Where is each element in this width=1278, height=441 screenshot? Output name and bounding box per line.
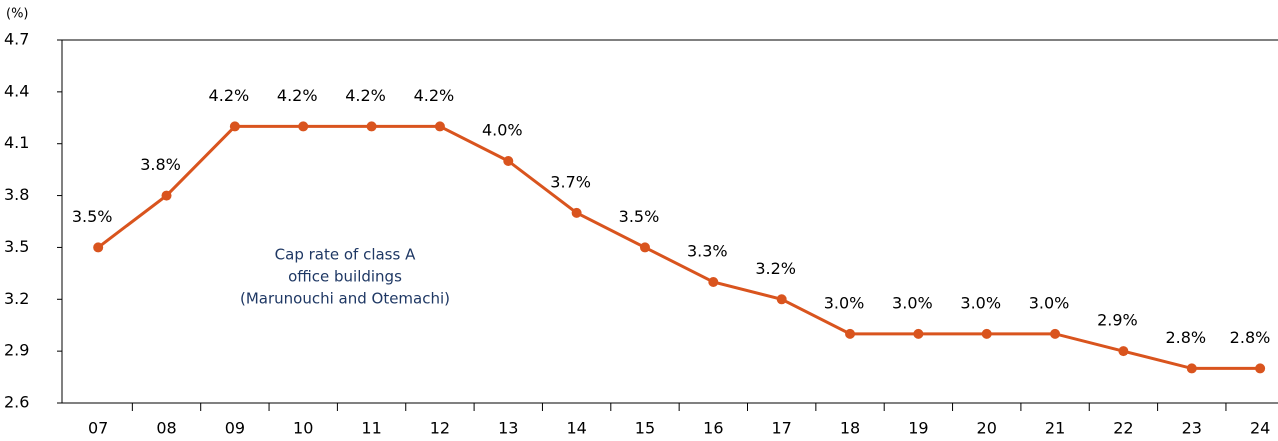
x-tick-label: 08 — [156, 419, 176, 438]
data-label: 2.9% — [1097, 311, 1138, 330]
x-tick-label: 13 — [498, 419, 518, 438]
x-tick-label: 19 — [908, 419, 928, 438]
data-label: 3.0% — [892, 293, 933, 312]
point — [639, 242, 650, 253]
point — [93, 242, 104, 253]
x-tick-label: 17 — [771, 419, 791, 438]
y-tick-label: 4.1 — [4, 133, 29, 152]
y-tick-label: 2.9 — [4, 341, 29, 360]
annotation: office buildings — [288, 268, 402, 286]
data-label: 4.2% — [345, 86, 386, 105]
point — [1186, 363, 1197, 374]
point — [913, 328, 924, 339]
data-label: 4.0% — [482, 121, 523, 140]
point — [1255, 363, 1266, 374]
y-tick-label: 2.6 — [4, 393, 29, 412]
x-tick-label: 20 — [977, 419, 997, 438]
x-tick-label: 12 — [430, 419, 450, 438]
data-label: 3.0% — [1029, 293, 1070, 312]
x-tick-label: 14 — [566, 419, 586, 438]
point — [776, 294, 787, 305]
point — [1118, 346, 1129, 357]
data-label: 2.8% — [1230, 328, 1271, 347]
x-tick-label: 23 — [1182, 419, 1202, 438]
data-label: 3.8% — [140, 155, 181, 174]
point — [434, 121, 445, 132]
data-label: 2.8% — [1165, 328, 1206, 347]
x-tick-label: 24 — [1250, 419, 1270, 438]
data-label: 4.2% — [277, 86, 318, 105]
y-axis-label: (%) — [6, 7, 29, 22]
data-label: 3.7% — [550, 172, 591, 191]
x-tick-label: 09 — [225, 419, 245, 438]
point — [708, 277, 719, 287]
data-label: 4.2% — [414, 86, 455, 105]
annotation: (Marunouchi and Otemachi) — [240, 290, 450, 308]
x-tick-label: 21 — [1045, 419, 1065, 438]
x-tick-label: 07 — [88, 419, 108, 438]
y-tick-label: 4.7 — [4, 30, 29, 49]
data-label: 3.0% — [824, 293, 865, 312]
y-tick-label: 3.8 — [4, 185, 29, 204]
annotation: Cap rate of class A — [275, 246, 416, 264]
point — [1050, 328, 1061, 339]
point — [161, 190, 172, 201]
point — [229, 121, 240, 132]
y-tick-label: 3.2 — [4, 289, 29, 308]
y-tick-label: 3.5 — [4, 237, 29, 256]
point — [503, 156, 514, 166]
point — [845, 328, 856, 339]
data-label: 3.0% — [960, 293, 1001, 312]
point — [366, 121, 377, 132]
data-label: 3.2% — [755, 259, 796, 278]
point — [981, 328, 992, 339]
x-tick-label: 15 — [635, 419, 655, 438]
data-label: 3.5% — [72, 207, 113, 226]
data-label: 3.5% — [619, 207, 660, 226]
x-tick-label: 10 — [293, 419, 313, 438]
x-tick-label: 18 — [840, 419, 860, 438]
point — [571, 207, 582, 218]
x-tick-label: 16 — [703, 419, 723, 438]
data-label: 3.3% — [687, 242, 728, 261]
data-label: 4.2% — [209, 86, 250, 105]
x-tick-label: 22 — [1113, 419, 1133, 438]
line — [97, 124, 1261, 370]
x-tick-label: 11 — [361, 419, 381, 438]
y-tick-label: 4.4 — [4, 81, 29, 100]
point — [298, 121, 309, 132]
